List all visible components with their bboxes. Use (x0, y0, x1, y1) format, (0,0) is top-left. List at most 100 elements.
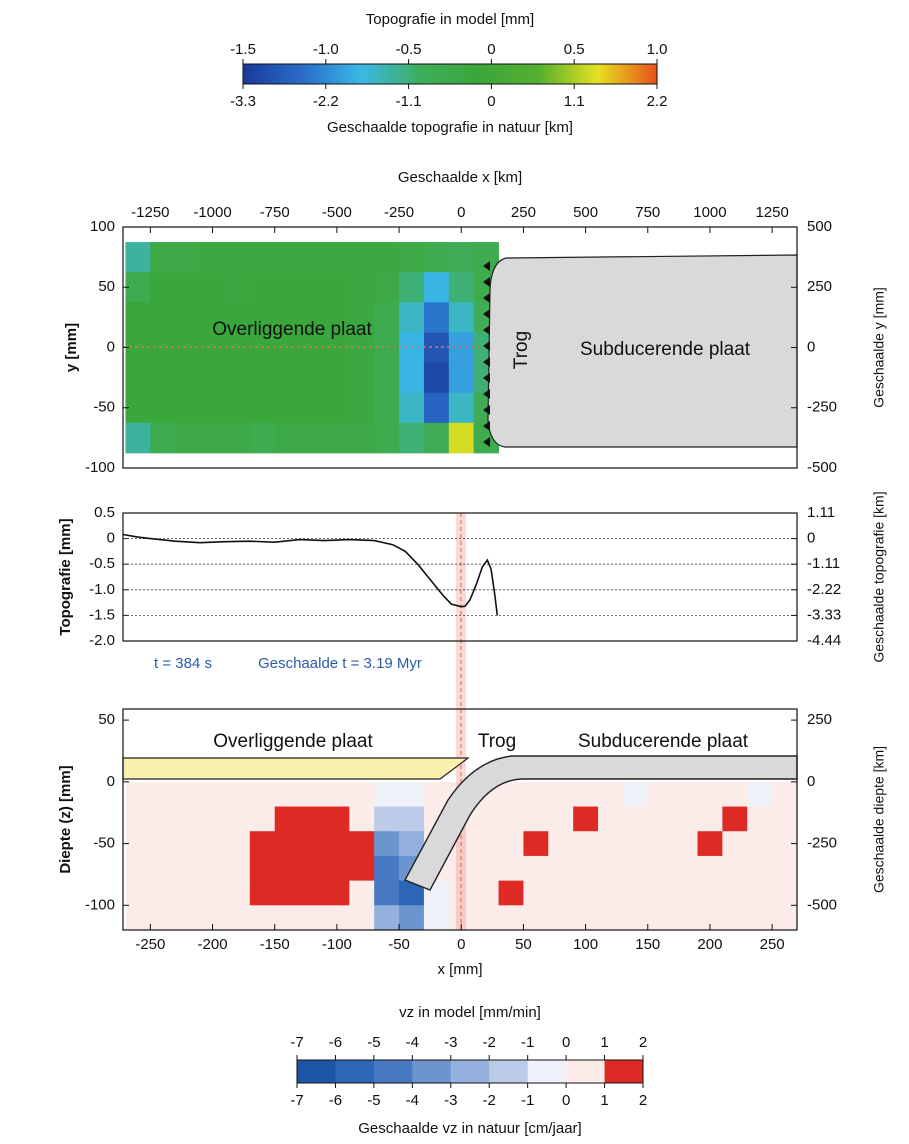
y2-tick-label: 500 (807, 218, 832, 235)
heat-cell (573, 880, 599, 906)
heat-cell (448, 272, 475, 303)
heat-cell (299, 272, 325, 303)
trench-band (456, 513, 466, 930)
colorbar-tick2-label: -1.1 (396, 93, 422, 110)
heat-cell (374, 272, 400, 303)
colorbar-bin (450, 1060, 490, 1083)
y2-tick-label: 250 (807, 711, 832, 728)
x-axis-label: x [mm] (438, 961, 483, 978)
heat-cell (299, 880, 325, 906)
heat-cell (175, 831, 201, 857)
colorbar-tick-label: 2 (639, 1034, 647, 1051)
heat-cell (249, 905, 276, 931)
heat-cell (175, 272, 201, 303)
y-axis-label: y [mm] (63, 323, 80, 372)
heat-cell (274, 855, 300, 882)
heat-cell (399, 302, 425, 333)
y-axis-label: Topografie [mm] (57, 518, 74, 635)
heat-cell (224, 831, 251, 857)
heat-cell (299, 302, 325, 333)
heat-cell (125, 905, 151, 931)
heat-cell (224, 880, 251, 906)
heat-cell (125, 781, 151, 807)
colorbar-tick-label: -6 (329, 1034, 342, 1051)
heat-cell (125, 302, 151, 333)
heat-cell (672, 831, 698, 857)
y2-tick-label: -4.44 (807, 632, 841, 649)
colorbar-bin (604, 1060, 644, 1083)
heat-cell (224, 272, 251, 303)
heat-cell (423, 302, 450, 333)
heat-cell (448, 242, 475, 273)
y2-tick-label: -3.33 (807, 606, 841, 623)
heat-cell (374, 880, 400, 906)
trench-marker (483, 341, 490, 351)
heat-cell (772, 880, 798, 906)
heat-cell (423, 362, 450, 394)
heat-cell (150, 905, 176, 931)
heat-cell (722, 781, 748, 807)
heat-cell (299, 905, 325, 931)
heat-cell (249, 855, 276, 882)
heat-cell (374, 422, 400, 454)
heat-cell (324, 855, 350, 882)
heat-cell (548, 905, 574, 931)
plot-frame (122, 708, 798, 931)
heat-cell (200, 855, 226, 882)
colorbar-tick-label: -1 (521, 1034, 534, 1051)
heat-cell (448, 855, 475, 882)
heat-cell (374, 362, 400, 394)
y2-tick-label: -500 (807, 896, 837, 913)
x-tick-label: 100 (573, 936, 598, 953)
x-tick-label: -50 (388, 936, 410, 953)
heat-cell (399, 422, 425, 454)
heat-cell (622, 880, 649, 906)
heat-cell (249, 422, 276, 454)
heat-cell (523, 781, 549, 807)
x-tick-label: -1250 (131, 204, 169, 221)
y-tick-label: 0 (107, 773, 115, 790)
heat-cell (448, 362, 475, 394)
y2-axis-label: Geschaalde topografie [km] (871, 491, 887, 662)
y-tick-label: -50 (93, 835, 115, 852)
colorbar-bin (335, 1060, 375, 1083)
subducting-slab (404, 755, 798, 891)
heat-cell (622, 806, 649, 832)
y-tick-label: -100 (85, 459, 115, 476)
heat-cell (150, 806, 176, 832)
heat-cell (125, 392, 151, 424)
y-tick-label: -50 (93, 399, 115, 416)
colorbar-tick2-label: 0 (562, 1092, 570, 1109)
annotation: Overliggende plaat (212, 319, 372, 340)
heat-cell (349, 422, 375, 454)
heat-cell (399, 272, 425, 303)
annotation: Overliggende plaat (213, 731, 373, 752)
heat-cell (175, 362, 201, 394)
heat-cell (498, 855, 524, 882)
colorbar-label: Geschaalde vz in natuur [cm/jaar] (358, 1120, 581, 1137)
heat-cell (175, 781, 201, 807)
x-tick-label: -750 (260, 204, 290, 221)
heat-cell (125, 272, 151, 303)
heat-cell (175, 392, 201, 424)
heat-cell (125, 855, 151, 882)
x-tick-label: 750 (635, 204, 660, 221)
heat-cell (647, 855, 674, 882)
heat-cell (150, 831, 176, 857)
colorbar-tick-label: 1 (600, 1034, 608, 1051)
colorbar-tick2-label: -3 (444, 1092, 457, 1109)
heat-cell (249, 831, 276, 857)
colorbar-tick2-label: -5 (367, 1092, 380, 1109)
heat-cell (274, 880, 300, 906)
heat-cell (548, 806, 574, 832)
colorbar-tick-label: 0.5 (564, 41, 585, 58)
colorbar-tick2-label: -2 (483, 1092, 496, 1109)
colorbar-bin (527, 1060, 567, 1083)
heat-cell (150, 781, 176, 807)
trench-marker (483, 325, 490, 335)
heat-cell (374, 392, 400, 424)
heat-cell (299, 831, 325, 857)
heat-cell (249, 272, 276, 303)
heat-cell (299, 242, 325, 273)
trench-marker (483, 373, 490, 383)
